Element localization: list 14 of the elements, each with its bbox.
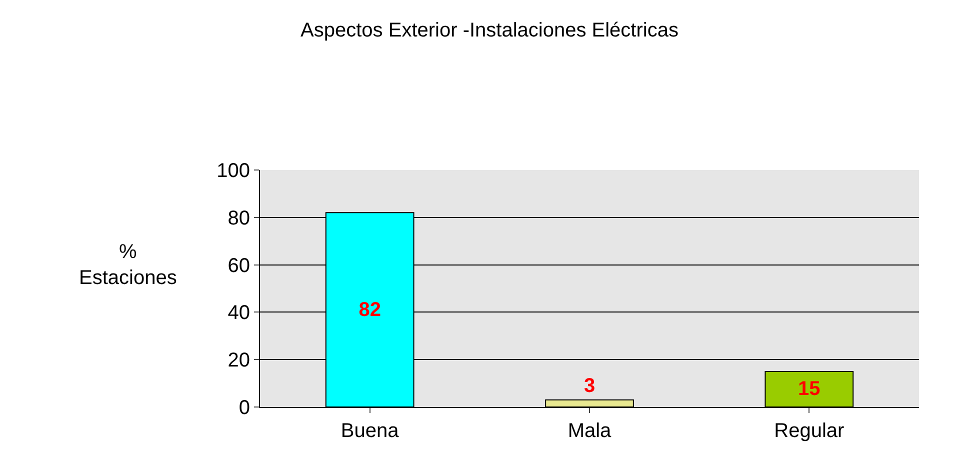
- x-tick-label: Mala: [568, 420, 612, 442]
- y-tick-label: 40: [228, 302, 250, 324]
- data-label: 3: [584, 374, 596, 397]
- data-label: 15: [798, 378, 820, 400]
- chart-title: Aspectos Exterior -Instalaciones Eléctricas: [300, 20, 678, 42]
- data-label: 82: [358, 298, 381, 321]
- y-tick-label: 80: [228, 207, 250, 230]
- x-tick-label: Regular: [774, 420, 845, 442]
- x-tick-label: Buena: [340, 420, 400, 442]
- y-tick-label: 60: [228, 254, 250, 277]
- y-tick-label: 20: [228, 350, 250, 372]
- y-tick-label: 0: [238, 397, 250, 419]
- y-axis-title: % Estaciones: [79, 241, 177, 289]
- y-tick-label: 100: [216, 160, 250, 182]
